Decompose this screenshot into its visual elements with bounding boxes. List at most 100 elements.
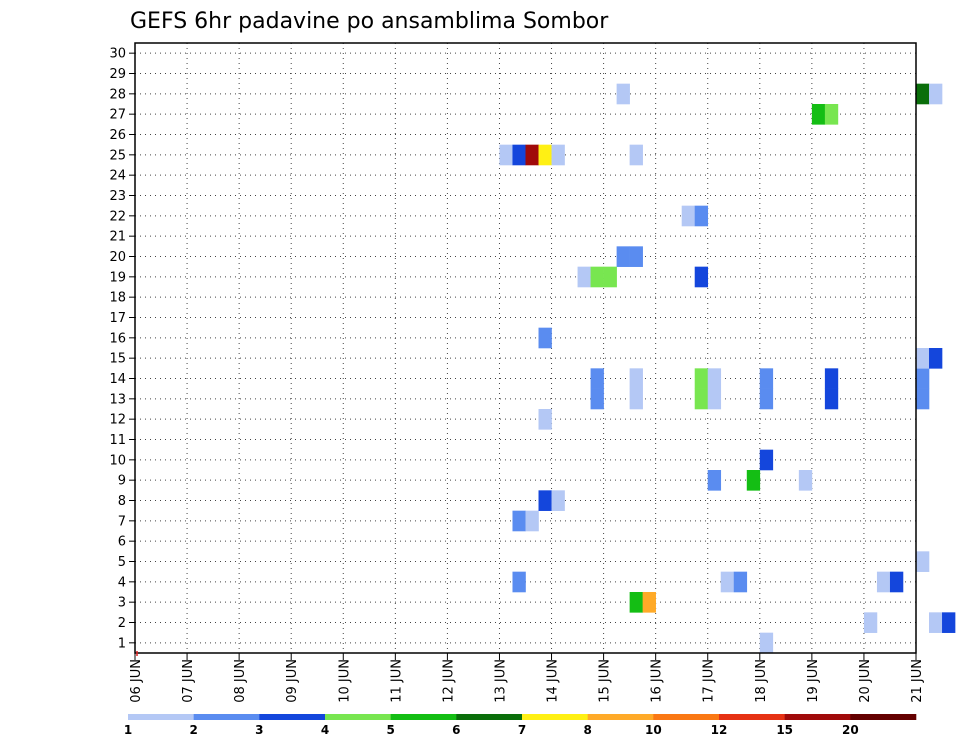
data-cell bbox=[707, 368, 722, 389]
x-tick-label: 20 JUN bbox=[858, 659, 873, 703]
colorbar-legend: 1 2 3 4 5 6 7 8 10 12 15 20 bbox=[124, 714, 917, 737]
y-tick-label: 18 bbox=[109, 291, 126, 306]
x-tick-label: 19 JUN bbox=[806, 659, 821, 703]
x-tick-label: 12 JUN bbox=[441, 659, 456, 703]
data-cell bbox=[929, 348, 943, 369]
colorbar-label: 20 bbox=[842, 723, 859, 737]
data-cell bbox=[538, 490, 552, 511]
data-cell bbox=[629, 368, 643, 389]
data-cell bbox=[629, 246, 643, 267]
data-cell bbox=[863, 612, 878, 633]
y-tick-label: 28 bbox=[109, 87, 126, 102]
colorbar-segment bbox=[128, 714, 194, 720]
data-cell bbox=[551, 144, 565, 166]
y-tick-label: 12 bbox=[109, 413, 126, 428]
data-cell bbox=[889, 571, 904, 593]
y-tick-label: 20 bbox=[109, 250, 126, 265]
data-cell bbox=[538, 327, 552, 349]
data-cell bbox=[694, 266, 709, 288]
x-tick-label: 11 JUN bbox=[389, 659, 404, 703]
data-cell bbox=[694, 368, 709, 389]
data-cell bbox=[616, 246, 630, 267]
data-cell bbox=[707, 470, 722, 491]
plot-frame bbox=[134, 42, 917, 654]
y-axis: 1234567891011121314151617181920212223242… bbox=[109, 47, 135, 651]
y-tick-label: 1 bbox=[118, 636, 126, 651]
y-tick-label: 14 bbox=[109, 372, 126, 387]
data-cell bbox=[916, 83, 930, 105]
data-cells bbox=[499, 83, 956, 654]
colorbar-segment bbox=[390, 714, 457, 720]
y-tick-label: 7 bbox=[118, 514, 126, 529]
data-cell bbox=[590, 266, 604, 288]
y-tick-label: 6 bbox=[118, 535, 126, 550]
data-cell bbox=[499, 144, 513, 166]
colorbar-label: 7 bbox=[518, 723, 526, 737]
data-cell bbox=[916, 368, 930, 389]
colorbar-label: 10 bbox=[645, 723, 662, 737]
data-cell bbox=[681, 205, 696, 227]
data-cell bbox=[824, 368, 839, 389]
x-tick-label: 21 JUN bbox=[910, 659, 925, 703]
x-tick-label: 13 JUN bbox=[493, 659, 508, 703]
chart-title: GEFS 6hr padavine po ansamblima Sombor bbox=[130, 9, 609, 34]
data-cell bbox=[733, 571, 748, 593]
y-tick-label: 3 bbox=[118, 596, 126, 611]
data-cell bbox=[512, 510, 526, 532]
data-cell bbox=[759, 368, 774, 389]
y-tick-label: 30 bbox=[109, 47, 126, 62]
data-cell bbox=[916, 388, 930, 410]
y-tick-label: 21 bbox=[109, 230, 126, 245]
colorbar-segment bbox=[850, 714, 917, 720]
colorbar-segment bbox=[325, 714, 391, 720]
grid-lines bbox=[135, 43, 916, 653]
data-cell bbox=[590, 388, 604, 410]
colorbar-label: 6 bbox=[452, 723, 460, 737]
data-cell bbox=[746, 470, 761, 491]
y-tick-label: 13 bbox=[109, 392, 126, 407]
data-cell bbox=[824, 104, 839, 125]
y-tick-label: 25 bbox=[109, 148, 126, 163]
y-tick-label: 8 bbox=[118, 494, 126, 509]
colorbar-segment bbox=[522, 714, 588, 720]
data-cell bbox=[525, 144, 539, 166]
colorbar-segment bbox=[456, 714, 523, 720]
colorbar-label: 4 bbox=[321, 723, 329, 737]
y-tick-label: 4 bbox=[118, 575, 126, 590]
colorbar-label: 3 bbox=[255, 723, 263, 737]
data-cell bbox=[942, 612, 956, 633]
data-cell bbox=[824, 388, 839, 410]
y-tick-label: 17 bbox=[109, 311, 126, 326]
x-tick-label: 07 JUN bbox=[181, 659, 196, 703]
colorbar-segment bbox=[259, 714, 326, 720]
y-tick-label: 22 bbox=[109, 209, 126, 224]
data-cell bbox=[694, 388, 709, 410]
y-tick-label: 16 bbox=[109, 331, 126, 346]
data-cell bbox=[538, 409, 552, 430]
colorbar-label: 1 bbox=[124, 723, 132, 737]
data-cell bbox=[759, 388, 774, 410]
y-tick-label: 2 bbox=[118, 616, 126, 631]
data-cell bbox=[590, 368, 604, 389]
x-tick-label: 16 JUN bbox=[650, 659, 665, 703]
data-cell bbox=[916, 348, 930, 369]
y-tick-label: 23 bbox=[109, 189, 126, 204]
data-cell bbox=[616, 83, 630, 105]
data-cell bbox=[629, 592, 643, 613]
data-cell bbox=[929, 83, 943, 105]
data-cell bbox=[642, 592, 656, 613]
data-cell bbox=[759, 449, 774, 471]
data-cell bbox=[876, 571, 891, 593]
y-tick-label: 19 bbox=[109, 270, 126, 285]
x-tick-label: 17 JUN bbox=[702, 659, 717, 703]
data-cell bbox=[694, 205, 709, 227]
data-cell bbox=[551, 490, 565, 511]
colorbar-label: 2 bbox=[189, 723, 197, 737]
y-tick-label: 5 bbox=[118, 555, 126, 570]
colorbar-label: 5 bbox=[386, 723, 394, 737]
x-tick-label: 10 JUN bbox=[337, 659, 352, 703]
y-tick-label: 29 bbox=[109, 67, 126, 82]
data-cell bbox=[759, 632, 774, 654]
y-tick-label: 11 bbox=[109, 433, 126, 448]
